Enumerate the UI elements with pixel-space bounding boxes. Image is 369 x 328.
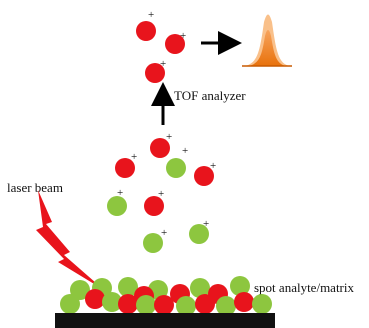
charge: + (117, 187, 123, 199)
charge: + (166, 131, 172, 143)
maldi-diagram: + + + TOF analyzer + + + + + + + + laser… (0, 0, 369, 328)
tof-label: TOF analyzer (174, 88, 246, 103)
peak (242, 15, 292, 67)
top-ions: + + + (136, 9, 186, 83)
target-plate (55, 313, 275, 328)
charge: + (148, 9, 154, 21)
flying-ions: + + + + + + + + (107, 131, 216, 253)
charge: + (203, 218, 209, 230)
ion (136, 21, 156, 41)
charge: + (182, 145, 188, 157)
charge: + (210, 160, 216, 172)
charge: + (131, 151, 137, 163)
laser-beam (36, 190, 104, 290)
charge: + (158, 188, 164, 200)
charge: + (160, 58, 166, 70)
charge: + (161, 227, 167, 239)
page: {"labels": {"tof": "TOF analyzer", "lase… (0, 0, 369, 328)
laser-label: laser beam (7, 180, 63, 195)
spot-label: spot analyte/matrix (254, 280, 355, 295)
charge: + (180, 30, 186, 42)
